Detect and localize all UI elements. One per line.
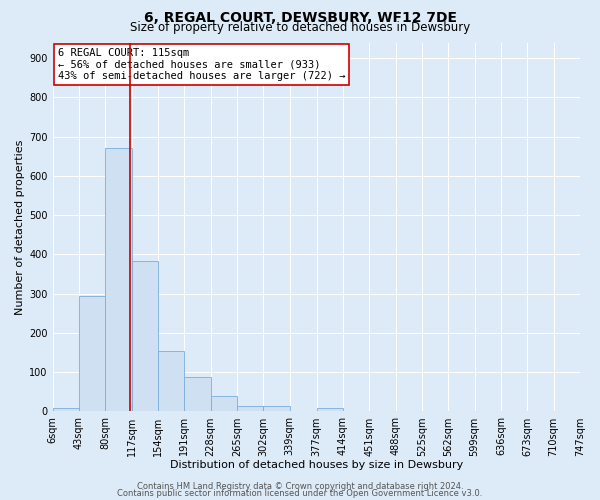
- Text: Contains HM Land Registry data © Crown copyright and database right 2024.: Contains HM Land Registry data © Crown c…: [137, 482, 463, 491]
- Bar: [184, 377, 211, 412]
- Bar: [105, 148, 131, 412]
- Text: 6, REGAL COURT, DEWSBURY, WF12 7DE: 6, REGAL COURT, DEWSBURY, WF12 7DE: [143, 11, 457, 25]
- Bar: [211, 396, 237, 411]
- Bar: [131, 261, 158, 412]
- Bar: [263, 406, 290, 411]
- Bar: [53, 408, 79, 412]
- X-axis label: Distribution of detached houses by size in Dewsbury: Distribution of detached houses by size …: [170, 460, 463, 470]
- Y-axis label: Number of detached properties: Number of detached properties: [15, 140, 25, 314]
- Bar: [317, 408, 343, 412]
- Text: 6 REGAL COURT: 115sqm
← 56% of detached houses are smaller (933)
43% of semi-det: 6 REGAL COURT: 115sqm ← 56% of detached …: [58, 48, 346, 81]
- Bar: [79, 296, 105, 412]
- Text: Size of property relative to detached houses in Dewsbury: Size of property relative to detached ho…: [130, 21, 470, 34]
- Bar: [158, 350, 184, 412]
- Bar: [237, 406, 263, 411]
- Text: Contains public sector information licensed under the Open Government Licence v3: Contains public sector information licen…: [118, 488, 482, 498]
